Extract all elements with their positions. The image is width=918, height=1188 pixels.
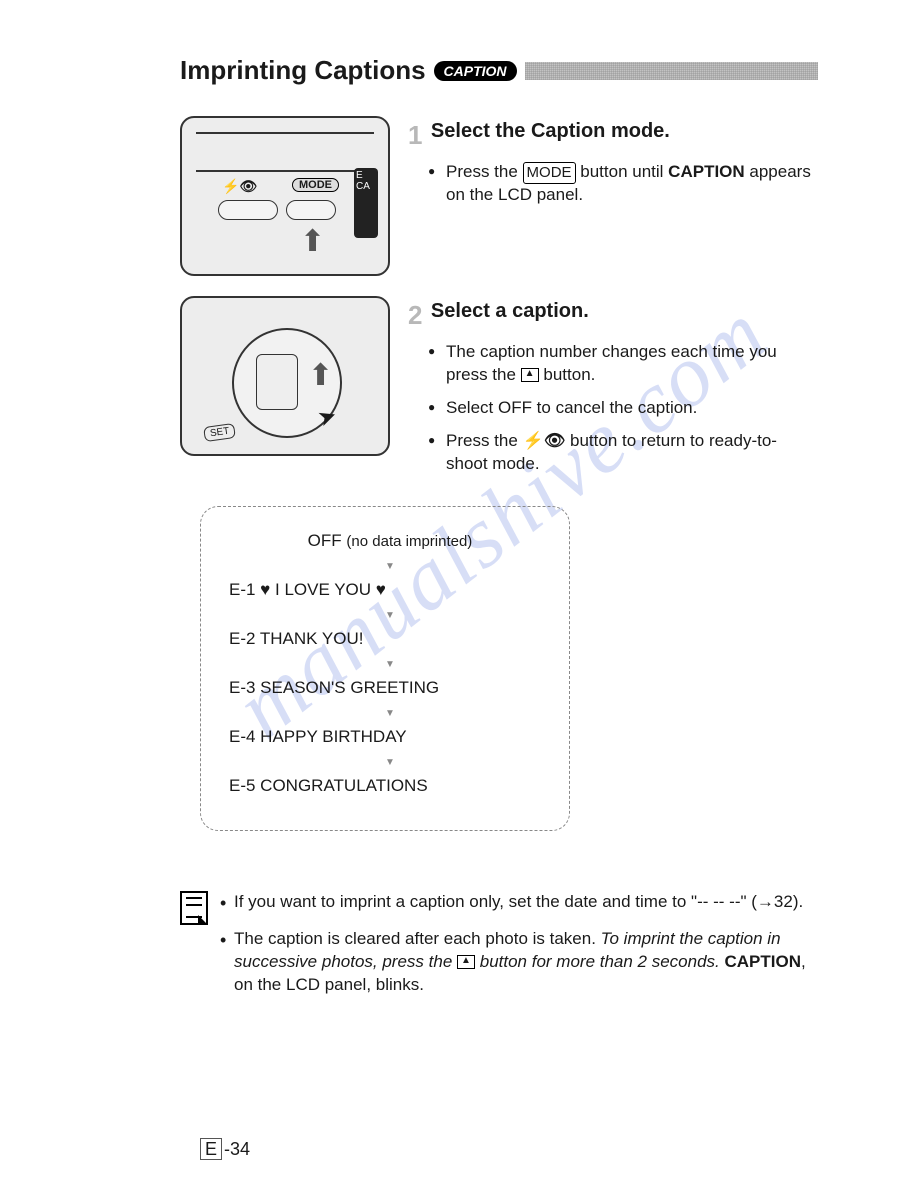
step1-illustration: ⚡👁 MODE ⬆ E CA [180, 116, 390, 276]
note-2: The caption is cleared after each photo … [220, 928, 818, 997]
caption-e3: E-3 SEASON'S GREETING [229, 678, 551, 698]
step2-bullet1: The caption number changes each time you… [428, 341, 818, 387]
page-number: E-34 [200, 1139, 250, 1160]
caption-off: OFF [308, 531, 342, 550]
note-icon [180, 891, 208, 925]
step2-heading: Select a caption. [431, 300, 589, 322]
step1-number: 1 [408, 120, 422, 151]
caption-off-note: (no data imprinted) [346, 533, 472, 550]
illus-mode-label: MODE [292, 178, 339, 192]
step-2: ⬆ ➤ SET 2 Select a caption. The caption … [180, 296, 818, 486]
step1-heading: Select the Caption mode. [431, 120, 670, 142]
page-title: Imprinting Captions [180, 55, 426, 86]
note-1: If you want to imprint a caption only, s… [220, 891, 818, 914]
step2-bullet3: Press the ⚡👁 button to return to ready-t… [428, 430, 818, 476]
notes-block: If you want to imprint a caption only, s… [180, 891, 818, 1011]
step2-number: 2 [408, 300, 422, 331]
tree-button-icon [521, 368, 539, 382]
caption-badge: CAPTION [434, 61, 517, 81]
step1-bullet: Press the MODE button until CAPTION appe… [428, 161, 818, 207]
caption-e4: E-4 HAPPY BIRTHDAY [229, 727, 551, 747]
flash-eye-icon: ⚡👁 [523, 431, 566, 450]
caption-e5: E-5 CONGRATULATIONS [229, 776, 551, 796]
step2-illustration: ⬆ ➤ SET [180, 296, 390, 456]
caption-e2: E-2 THANK YOU! [229, 629, 551, 649]
step2-bullet2: Select OFF to cancel the caption. [428, 397, 818, 420]
mode-button-label: MODE [523, 162, 576, 184]
caption-e1: E-1 ♥ I LOVE YOU ♥ [229, 580, 551, 600]
caption-list-box: OFF (no data imprinted) ▼ E-1 ♥ I LOVE Y… [200, 506, 570, 831]
step-1: ⚡👁 MODE ⬆ E CA 1 Select the Caption mode… [180, 116, 818, 276]
title-row: Imprinting Captions CAPTION [180, 55, 818, 86]
decorative-bar [525, 62, 818, 80]
tree-button-icon [457, 955, 475, 969]
